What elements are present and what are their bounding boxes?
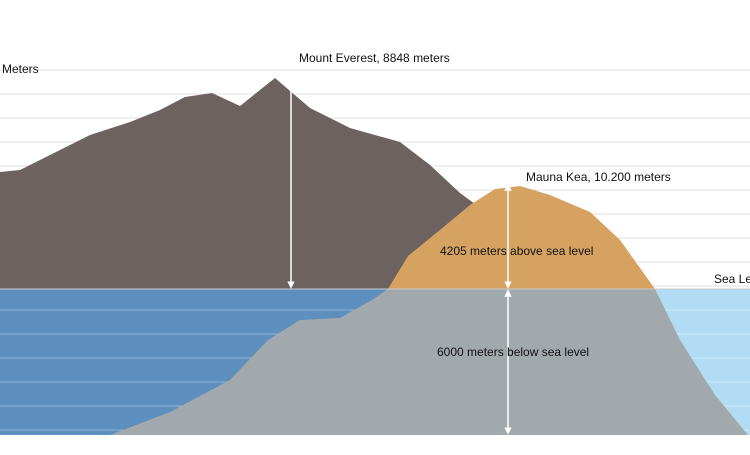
everest-label: Mount Everest, 8848 meters [299, 51, 450, 65]
everest [0, 78, 545, 289]
below-label: 6000 meters below sea level [437, 345, 589, 359]
sea-level-label: Sea Le [714, 272, 750, 286]
above-label: 4205 meters above sea level [440, 244, 593, 258]
axis-label: Meters [2, 62, 39, 76]
mauna-kea-below [110, 289, 748, 435]
mauna-kea-label: Mauna Kea, 10.200 meters [526, 170, 671, 184]
mauna-kea-above [388, 186, 655, 289]
